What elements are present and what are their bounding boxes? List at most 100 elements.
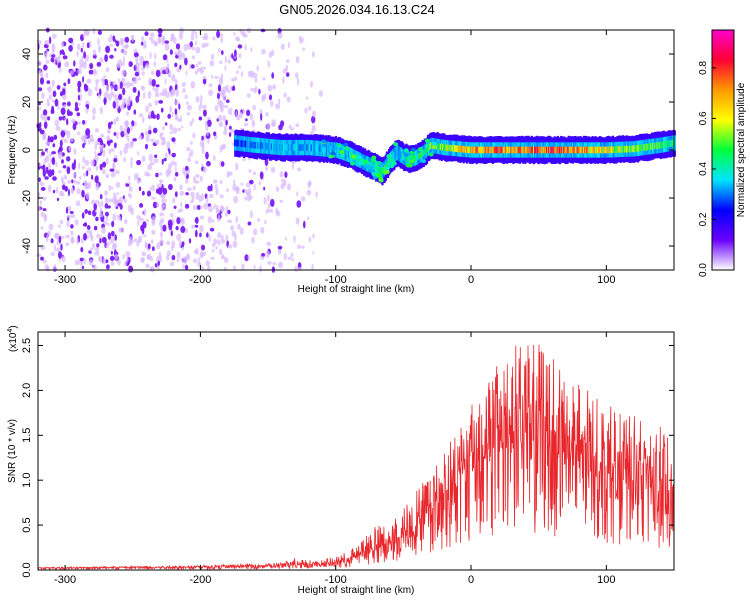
spectrogram-noise-cell [201, 265, 204, 272]
spectrogram-noise-cell [158, 100, 164, 104]
spectrogram-noise-cell [199, 205, 203, 209]
spectrogram-noise-cell [126, 98, 131, 107]
spectrogram-noise-cell [277, 32, 283, 39]
spectrogram-noise-cell [192, 258, 198, 264]
spectrogram-noise-cell [147, 91, 152, 99]
spectrogram-noise-cell [56, 85, 61, 90]
spectrogram-noise-cell [105, 244, 109, 249]
spectrogram-noise-cell [110, 171, 116, 178]
spectrogram-noise-cell [301, 196, 306, 202]
spectrogram-noise-cell [126, 111, 129, 116]
spectrogram-noise-cell [150, 138, 155, 142]
spectrogram-noise-cell [169, 131, 173, 135]
spectrogram-noise-cell [297, 244, 302, 249]
spectrogram-noise-cell [189, 120, 193, 127]
spectrogram-noise-cell [45, 155, 50, 163]
spectrogram-noise-cell [260, 226, 265, 234]
spectrogram-noise-cell [243, 123, 249, 127]
spectrogram-noise-cell [99, 206, 103, 214]
spectrogram-noise-cell [171, 137, 176, 143]
spectrogram-noise-cell [283, 92, 287, 98]
spectrogram-noise-cell [267, 194, 270, 202]
spectrogram-noise-cell [275, 186, 280, 192]
snr-x-tick-label: 100 [597, 574, 615, 586]
spectrogram-noise-cell [216, 30, 221, 38]
spectrogram-noise-cell [145, 63, 150, 69]
spectrogram-noise-cell [184, 165, 189, 171]
spectrogram-noise-cell [36, 107, 42, 111]
spectrogram-noise-cell [145, 263, 150, 269]
spectrogram-noise-cell [96, 61, 102, 67]
spectrogram-y-tick-label: 0 [21, 147, 33, 153]
spectrogram-noise-cell [208, 89, 214, 96]
spectrogram-noise-cell [184, 57, 188, 66]
spectrogram-x-ticks: -300 -200 -100 0 100 [54, 30, 616, 286]
spectrogram-noise-cell [41, 151, 45, 157]
spectrogram-noise-cell [277, 250, 282, 255]
spectrogram-noise-cell [62, 55, 68, 60]
spectrogram-noise-cell [258, 88, 261, 95]
spectrogram-noise-cell [270, 198, 275, 207]
spectrogram-noise-cell [118, 196, 123, 203]
spectrogram-noise-cell [157, 260, 160, 266]
spectrogram-noise-cell [102, 161, 107, 168]
spectrogram-noise-cell [159, 180, 163, 187]
spectrogram-noise-cell [234, 76, 238, 81]
spectrogram-ridge-core [673, 139, 676, 147]
spectrogram-noise-cell [171, 111, 174, 118]
spectrogram-noise-cell [88, 69, 94, 75]
spectrogram-noise-cell [211, 219, 215, 223]
spectrogram-ridge-blob [432, 141, 438, 146]
spectrogram-noise-cell [221, 50, 224, 55]
spectrogram-ridge-blob [371, 158, 376, 163]
spectrogram-noise-cell [45, 166, 49, 174]
spectrogram-noise-cell [238, 65, 242, 69]
spectrogram-noise-cell [277, 245, 283, 250]
spectrogram-noise-cell [194, 70, 198, 75]
spectrogram-noise-cell [39, 41, 42, 45]
spectrogram-noise-cell [126, 127, 131, 134]
spectrogram-noise-cell [64, 61, 70, 68]
spectrogram-noise-cell [92, 115, 96, 120]
spectrogram-noise-cell [148, 153, 153, 162]
spectrogram-noise-cell [114, 234, 117, 241]
spectrogram-noise-cell [206, 196, 209, 204]
spectrogram-noise-cell [60, 107, 66, 116]
spectrogram-noise-cell [180, 225, 186, 234]
spectrogram-noise-cell [82, 76, 85, 83]
spectrogram-noise-cell [215, 188, 219, 196]
spectrogram-noise-cell [51, 169, 55, 176]
spectrogram-noise-cell [151, 196, 156, 200]
spectrogram-ridge-core [253, 141, 256, 149]
spectrogram-noise-cell [52, 176, 57, 181]
spectrogram-noise-cell [123, 49, 128, 56]
spectrogram-noise-cell [192, 204, 197, 211]
spectrogram-noise-cell [148, 129, 152, 135]
spectrogram-noise-cell [76, 112, 81, 117]
spectrogram-noise-cell [263, 186, 266, 191]
spectrogram-noise-cell [170, 212, 174, 218]
spectrogram-noise-cell [44, 176, 49, 180]
spectrogram-noise-cell [137, 151, 140, 156]
spectrogram-noise-cell [42, 208, 47, 212]
spectrogram-noise-cell [155, 172, 159, 178]
spectrogram-noise-cell [264, 158, 269, 167]
spectrogram-noise-cell [115, 116, 119, 122]
spectrogram-noise-cell [249, 113, 254, 120]
spectrogram-noise-cell [36, 70, 41, 74]
spectrogram-noise-cell [275, 210, 281, 217]
spectrogram-noise-cell [39, 154, 42, 158]
spectrogram-noise-cell [266, 122, 271, 131]
spectrogram-noise-cell [214, 184, 218, 190]
spectrogram-noise-cell [81, 265, 85, 270]
spectrogram-noise-cell [228, 171, 233, 176]
spectrogram-noise-cell [105, 67, 110, 72]
spectrogram-noise-cell [98, 256, 103, 263]
spectrogram-noise-cell [114, 39, 117, 43]
spectrogram-noise-cell [99, 163, 103, 171]
spectrogram-noise-cell [134, 121, 137, 127]
spectrogram-noise-cell [184, 203, 190, 209]
spectrogram-noise-cell [253, 264, 256, 270]
spectrogram-noise-cell [40, 186, 46, 191]
spectrogram-noise-cell [83, 51, 86, 59]
